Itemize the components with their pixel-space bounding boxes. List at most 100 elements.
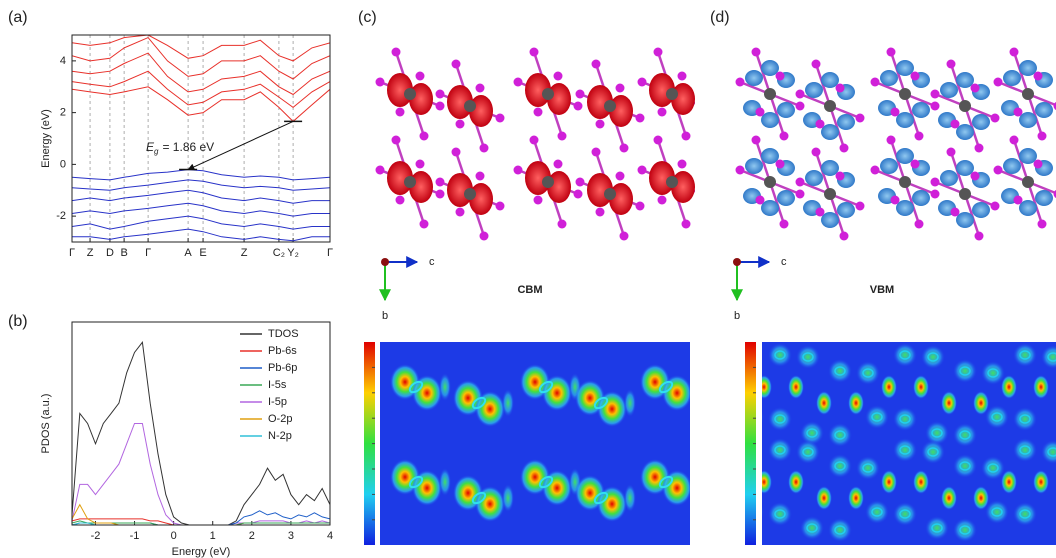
density-ring <box>1019 414 1031 424</box>
colorbar <box>745 342 756 545</box>
pb-atom <box>959 100 971 112</box>
density-blob <box>1001 470 1017 494</box>
i-atom <box>855 201 865 211</box>
gap-arrow <box>187 120 294 171</box>
i-atom <box>529 135 539 145</box>
axis-origin <box>381 258 389 266</box>
x-tick-label: Γ <box>327 247 333 259</box>
density-ring <box>658 475 674 489</box>
density-blob <box>1033 375 1049 399</box>
density-halo <box>828 359 852 383</box>
i-atom <box>930 177 940 187</box>
orbital-lobe <box>745 158 763 174</box>
density-ring <box>991 507 1003 517</box>
i-atom <box>1013 195 1023 205</box>
orbital-lobe <box>745 70 763 86</box>
density-blob <box>913 375 929 399</box>
pb-atom <box>604 100 616 112</box>
density-halo <box>1013 343 1037 367</box>
y-axis-label: Energy (eV) <box>40 109 52 168</box>
series-line <box>72 86 330 123</box>
series-line <box>72 169 330 181</box>
colorbar <box>364 342 375 545</box>
i-atom <box>835 83 845 93</box>
i-atom <box>886 47 896 57</box>
density-halo <box>502 389 514 417</box>
density-halo <box>921 345 945 369</box>
density-ring <box>927 352 939 362</box>
density-blob <box>973 391 989 415</box>
series-line <box>72 341 330 525</box>
density-blob <box>662 470 690 506</box>
i-atom <box>1009 47 1019 57</box>
orbital-lobe <box>805 82 823 98</box>
x-tick-label: Y₂ <box>287 247 299 259</box>
orbital-lobe <box>777 102 795 118</box>
i-atom <box>1033 159 1043 169</box>
orbital-lobe <box>972 202 990 218</box>
orbital-lobe <box>1019 200 1037 216</box>
chart-panel: (b) -2 -1 0 1 2 3 4 PDOS (a.u.) Energy (eV) TDOS Pb… <box>8 313 333 558</box>
legend-label: Pb-6p <box>268 362 297 374</box>
density-ring <box>899 509 911 519</box>
orbital-lobe <box>821 124 839 140</box>
i-atom <box>595 207 605 217</box>
density-halo <box>828 518 852 542</box>
x-tick-label: -2 <box>91 530 101 542</box>
i-atom <box>698 190 707 199</box>
i-atom <box>870 77 880 87</box>
pb-atom <box>764 176 776 188</box>
i-atom <box>795 89 805 99</box>
i-atom <box>591 147 601 157</box>
density-halo <box>689 379 690 395</box>
density-ring <box>959 366 971 376</box>
i-atom <box>681 219 691 229</box>
x-tick-label: C₂ <box>273 247 285 259</box>
density-ring <box>774 350 786 360</box>
i-atom <box>886 135 896 145</box>
crystal-structure <box>735 47 1056 241</box>
i-atom <box>755 107 765 117</box>
density-blob <box>1001 375 1017 399</box>
density-blob <box>913 470 929 494</box>
y-axis-label: PDOS (a.u.) <box>40 394 52 454</box>
density-ring <box>471 491 487 505</box>
density-ring <box>802 352 814 362</box>
density-blob <box>762 375 772 399</box>
i-atom <box>930 89 940 99</box>
density-halo <box>762 410 764 424</box>
density-blob <box>475 391 505 427</box>
i-atom <box>779 131 789 141</box>
i-atom <box>735 77 745 87</box>
x-tick-label: E <box>199 247 206 259</box>
orbital-lobe <box>896 112 914 128</box>
density-halo <box>953 454 977 478</box>
pb-atom <box>1022 88 1034 100</box>
density-ring <box>899 445 911 455</box>
density-halo <box>828 454 852 478</box>
density-ring <box>538 380 554 394</box>
density-halo <box>439 373 451 401</box>
i-atom <box>419 219 429 229</box>
series-line <box>72 215 330 230</box>
i-atom <box>415 71 425 81</box>
density-ring <box>931 428 943 438</box>
orbital-lobe <box>1019 112 1037 128</box>
density-blob <box>941 486 957 510</box>
axis-label: b <box>382 310 388 322</box>
orbital-lobe <box>821 160 839 176</box>
i-atom <box>435 177 445 187</box>
axis-label: c <box>781 256 787 268</box>
density-ring <box>927 447 939 457</box>
orbital-lobe <box>761 112 779 128</box>
density-ring <box>987 463 999 473</box>
i-atom <box>553 159 563 169</box>
i-atom <box>615 83 625 93</box>
i-atom <box>637 165 647 175</box>
density-halo <box>768 343 792 367</box>
pb-atom <box>604 188 616 200</box>
pb-atom <box>404 176 416 188</box>
i-atom <box>974 143 984 153</box>
structure-panel: (d) c b VBM <box>710 9 1056 545</box>
